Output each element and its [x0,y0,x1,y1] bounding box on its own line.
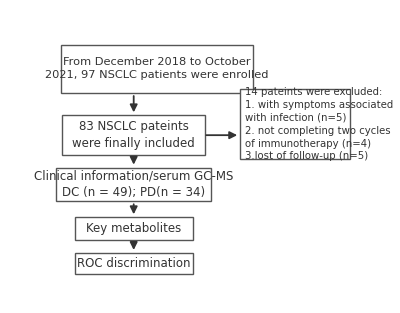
FancyBboxPatch shape [56,168,211,202]
Text: Clinical information/serum GC-MS
DC (n = 49); PD(n = 34): Clinical information/serum GC-MS DC (n =… [34,170,233,199]
Text: 83 NSCLC pateints
were finally included: 83 NSCLC pateints were finally included [72,121,195,150]
FancyBboxPatch shape [61,45,253,93]
Text: 14 pateints were excluded:
1. with symptoms associated
with infection (n=5)
2. n: 14 pateints were excluded: 1. with sympt… [246,87,394,161]
Text: ROC discrimination: ROC discrimination [77,257,190,270]
Text: Key metabolites: Key metabolites [86,222,181,235]
FancyBboxPatch shape [75,217,193,240]
FancyBboxPatch shape [240,90,350,159]
FancyBboxPatch shape [75,253,193,275]
Text: From December 2018 to October
2021, 97 NSCLC patients were enrolled: From December 2018 to October 2021, 97 N… [45,58,269,80]
FancyBboxPatch shape [62,115,205,155]
